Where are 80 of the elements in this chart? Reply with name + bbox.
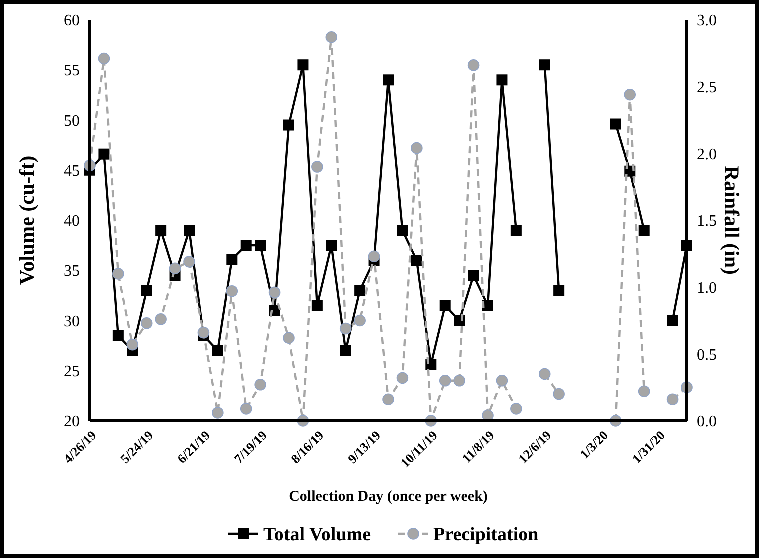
y2-tick-label: 1.5 <box>697 213 717 230</box>
point <box>184 256 196 268</box>
y2-tick-label: 1.0 <box>697 280 717 297</box>
x-axis-title: Collection Day (once per week) <box>289 489 488 505</box>
point <box>326 240 338 252</box>
point <box>638 386 650 398</box>
point <box>268 286 281 299</box>
y-tick-label: 50 <box>64 112 80 130</box>
point <box>240 403 252 415</box>
point <box>155 314 167 326</box>
y-tick-label: 55 <box>64 62 80 80</box>
y-tick-label: 60 <box>64 12 80 30</box>
point <box>284 120 294 131</box>
point <box>226 254 238 266</box>
point <box>624 88 636 101</box>
point <box>538 368 551 380</box>
point <box>312 161 324 173</box>
point <box>411 142 423 154</box>
y2-tick-label: 2.5 <box>697 79 717 96</box>
point <box>340 322 352 335</box>
point <box>283 332 295 344</box>
point <box>240 240 252 252</box>
y-tick-label: 20 <box>64 414 80 431</box>
point <box>368 250 380 262</box>
y-tick-label: 45 <box>64 162 80 180</box>
point <box>496 74 508 86</box>
point <box>440 300 451 312</box>
point <box>198 326 210 339</box>
point <box>340 345 352 356</box>
y-axis-title: Volume (cu-ft) <box>15 156 39 286</box>
y2-tick-label: 0.5 <box>697 346 717 364</box>
point <box>156 225 167 236</box>
point <box>468 60 480 72</box>
y-tick-label: 40 <box>64 213 80 230</box>
point <box>554 285 565 296</box>
y-tick-label: 35 <box>64 263 80 280</box>
point <box>169 262 182 275</box>
point <box>140 318 153 330</box>
point <box>510 225 522 236</box>
point <box>439 375 452 387</box>
point <box>539 60 550 71</box>
point <box>396 372 409 384</box>
point <box>354 285 366 296</box>
point <box>638 225 650 236</box>
point <box>255 240 266 252</box>
point <box>98 148 110 160</box>
point <box>226 285 238 298</box>
point <box>454 375 466 387</box>
y-tick-label: 25 <box>64 363 80 380</box>
point <box>312 300 323 312</box>
point <box>667 315 678 326</box>
point <box>383 74 394 86</box>
point <box>666 394 679 406</box>
point <box>298 60 309 71</box>
point <box>112 330 124 342</box>
point <box>382 394 394 406</box>
point <box>98 52 110 65</box>
y2-tick-label: 2.0 <box>697 146 717 164</box>
point <box>184 225 195 236</box>
point <box>510 403 522 415</box>
point <box>468 270 480 282</box>
point <box>496 375 508 387</box>
point <box>326 31 338 44</box>
point <box>212 407 224 419</box>
point <box>610 118 622 130</box>
legend-label: Total Volume <box>264 524 372 546</box>
point <box>397 225 408 236</box>
point <box>212 345 224 356</box>
y2-tick-label: 0.0 <box>697 414 717 431</box>
point <box>411 255 422 266</box>
point <box>112 268 124 280</box>
y2-axis-title: Rainfall (in) <box>720 166 744 276</box>
y-tick-label: 30 <box>64 313 80 330</box>
point <box>354 314 366 327</box>
point <box>141 285 152 296</box>
legend-label: Precipitation <box>434 524 540 546</box>
point <box>126 338 139 351</box>
point <box>254 379 266 391</box>
y2-tick-label: 3.0 <box>697 12 717 30</box>
point <box>553 388 565 400</box>
